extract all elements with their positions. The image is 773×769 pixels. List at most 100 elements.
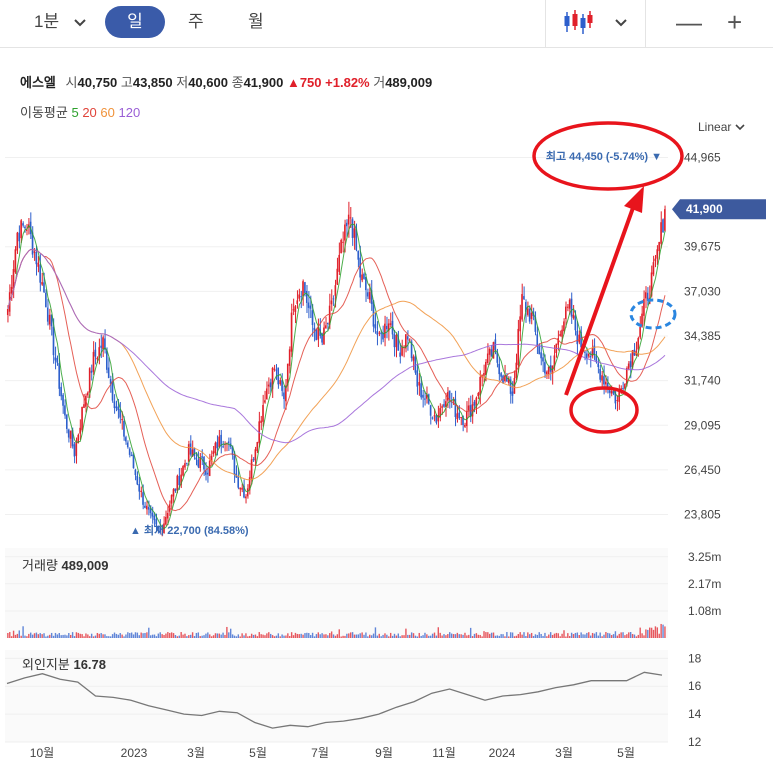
volume-bar [563,630,565,638]
volume-bar [580,632,582,638]
candle-body [56,358,59,363]
volume-pane-label: 거래량 [22,558,58,573]
candle-body [460,416,462,418]
candle-body [486,353,489,363]
volume-bar [218,633,220,638]
time-tick-label: 11월 [432,746,456,760]
candle-body [170,495,173,504]
candle-body [574,315,577,331]
volume-bar [544,632,546,638]
volume-bar [254,634,257,638]
candle-body [332,298,335,300]
candle-body [589,356,592,358]
volume-bar [149,635,152,638]
tab-month[interactable]: 월 [248,12,264,31]
volume-bar [591,632,594,638]
volume-bar [607,632,609,638]
candle-body [517,328,519,366]
candle-body [485,361,487,376]
candle-body [77,434,80,444]
candle-body [378,332,380,334]
scale-selector[interactable]: Linear [698,120,745,134]
interval-selector[interactable]: 1분 [34,0,86,48]
candle-body [429,405,432,416]
volume-bar [468,634,470,638]
candle-body [431,417,434,419]
candle-body [281,380,283,391]
volume-bar [115,633,118,638]
candle-body [357,250,360,260]
volume-bar [649,627,651,638]
tab-day[interactable]: 일 [105,6,165,38]
candle-body [83,404,85,408]
volume-bar [287,633,289,638]
volume-bar [216,633,219,638]
volume-bar [662,624,664,638]
stock-name: 에스엘 [20,75,56,90]
volume-bar [111,634,114,638]
grid [5,156,668,516]
volume-bar [391,635,394,638]
volume-bar [37,634,40,638]
candle-body [79,427,81,434]
volume-bar [384,633,386,638]
candle-body [585,353,588,359]
candle-body [206,472,209,475]
candle-body [325,325,327,329]
volume-bar [245,633,247,638]
volume-tick-label: 2.17m [688,577,721,591]
volume-bar [191,632,194,638]
volume-bar [517,634,519,638]
candle-body [462,415,464,425]
change-up-icon: ▲ [286,75,300,90]
volume-tick-label: 3.25m [688,550,721,564]
moving-average-legend[interactable]: 이동평균 5 20 60 120 [20,102,140,121]
candle-body [561,329,563,337]
volume-bar [494,635,497,638]
volume-bar [281,634,283,638]
volume-pane [5,548,668,638]
tab-week[interactable]: 주 [188,12,204,31]
volume-pane-value: 489,009 [61,558,109,573]
time-tick-label: 7월 [311,746,329,760]
volume-bar [250,633,253,638]
candle-body [565,306,567,319]
candle-body [92,351,95,372]
candle-body [195,457,198,460]
volume-bar [565,636,567,638]
candle-body [344,224,346,241]
candle-body [239,487,241,490]
volume-bar [77,632,80,638]
volume-bar [167,632,169,638]
candle-body [313,327,316,331]
volume-bar [241,633,243,638]
zoom-out-icon[interactable]: — [676,7,702,37]
volume-bar [652,629,655,638]
chart-type-chevron-icon[interactable] [615,0,627,48]
candle-body [90,370,93,373]
volume-bar [231,634,234,638]
volume-bar [180,632,182,638]
zoom-in-icon[interactable]: + [727,7,743,37]
volume-bar [277,633,280,638]
candlestick-type-icon[interactable] [563,8,593,36]
volume-bar [273,636,276,638]
candle-body [435,415,438,423]
candle-body [345,222,348,227]
volume-bar [292,635,295,638]
volume-bar [481,636,483,638]
candle-body [538,346,540,355]
volume-bar [92,636,95,638]
candle-body [191,449,194,457]
candle-body [50,314,53,327]
volume-pane-bg [5,548,668,638]
volume-bar [289,635,291,638]
candle-body [627,363,630,370]
volume-bar [323,634,325,638]
volume-bar [121,634,123,638]
candle-body [125,437,127,442]
candle-body [646,292,649,301]
volume-bar [210,636,213,638]
volume-bar [330,631,333,638]
